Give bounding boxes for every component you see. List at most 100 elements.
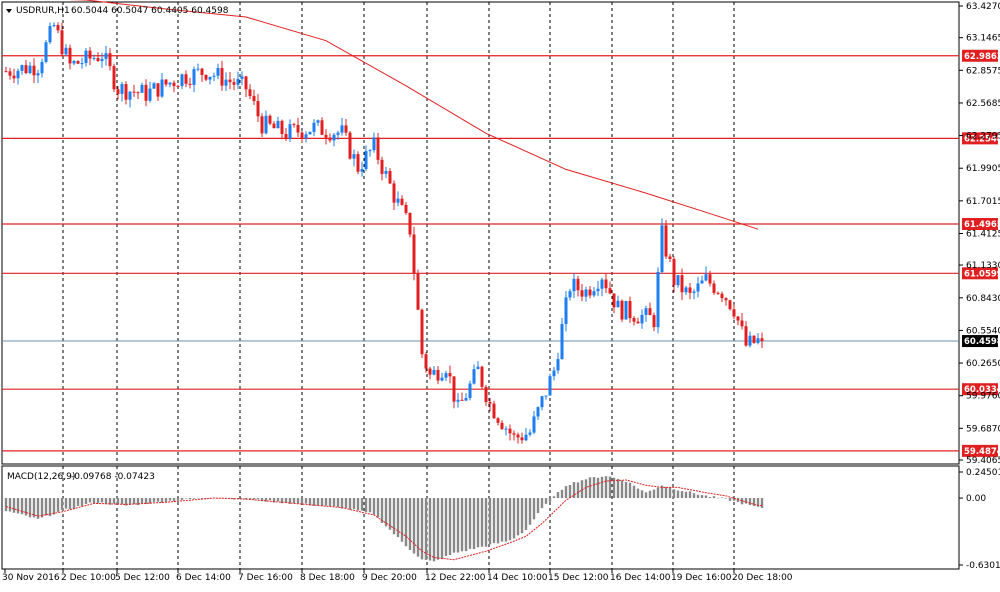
candle-body — [612, 293, 616, 308]
macd-histogram-bar — [684, 491, 688, 499]
candle-body — [196, 68, 200, 70]
macd-histogram-bar — [380, 498, 384, 523]
time-tick-label: 9 Dec 20:00 — [362, 573, 417, 583]
time-tick-label: 8 Dec 18:00 — [300, 573, 355, 583]
macd-histogram-bar — [168, 498, 172, 501]
candle-body — [108, 53, 112, 67]
candle-body — [344, 125, 348, 133]
candle-body — [708, 274, 712, 284]
macd-histogram-bar — [592, 477, 596, 499]
candle-body — [732, 309, 736, 317]
candle-body — [604, 279, 608, 289]
macd-histogram-bar — [708, 497, 712, 499]
macd-histogram-bar — [668, 487, 672, 499]
macd-histogram-bar — [300, 498, 304, 505]
time-tick-label: 15 Dec 12:00 — [548, 573, 609, 583]
candle-body — [648, 308, 652, 316]
candle-body — [132, 91, 136, 93]
macd-histogram-bar — [416, 498, 420, 557]
candle-body — [380, 159, 384, 174]
macd-histogram-bar — [316, 498, 320, 506]
macd-histogram-bar — [192, 498, 196, 499]
candle-body — [156, 83, 160, 97]
macd-histogram-bar — [404, 498, 408, 547]
macd-histogram-bar — [24, 498, 28, 516]
candle-body — [256, 101, 260, 117]
candle-body — [596, 288, 600, 292]
macd-histogram-bar — [632, 485, 636, 499]
macd-histogram-bar — [648, 490, 652, 499]
candle-body — [384, 171, 388, 174]
candle-body — [492, 403, 496, 419]
time-tick-label: 20 Dec 18:00 — [732, 573, 793, 583]
candle-body — [636, 321, 640, 324]
macd-histogram-bar — [724, 498, 728, 499]
macd-histogram-bar — [728, 498, 732, 501]
candle-body — [556, 359, 560, 371]
candle-body — [416, 273, 420, 310]
candle-body — [552, 370, 556, 377]
macd-histogram-bar — [476, 498, 480, 548]
macd-histogram-bar — [320, 498, 324, 507]
price-tick-label: 63.1465 — [966, 34, 1000, 44]
moving-average — [67, 0, 759, 230]
axes: 30 Nov 2016 2 Dec 10:00 5 Dec 12:00 6 Dec 1… — [2, 2, 1000, 583]
macd-histogram-bar — [32, 498, 36, 518]
macd-histogram-bar — [688, 491, 692, 499]
macd-histogram-bar — [288, 498, 292, 504]
price-panel-frame — [1, 1, 960, 465]
macd-histogram-bar — [496, 498, 500, 544]
macd-histogram-bar — [732, 498, 736, 501]
macd-histogram-bar — [448, 498, 452, 555]
candle-body — [752, 335, 756, 343]
candle-body — [52, 25, 56, 27]
candle-body — [620, 300, 624, 320]
macd-histogram-bar — [620, 480, 624, 499]
candle-body — [164, 79, 168, 85]
price-tick-label: 59.9760 — [966, 392, 1000, 402]
macd-histogram-bar — [352, 498, 356, 510]
candle-body — [532, 416, 536, 433]
collapse-triangle-icon[interactable] — [6, 9, 12, 13]
candle-body — [516, 434, 520, 438]
chart-ohlc: 60.5044 60.5047 60.4405 60.4598 — [71, 6, 229, 16]
candle-body — [440, 377, 444, 381]
macd-histogram-bar — [696, 494, 700, 499]
candle-body — [280, 120, 284, 135]
macd-histogram-bar — [356, 498, 360, 511]
price-level-value: 60.0334 — [964, 385, 1000, 395]
candle-body — [728, 300, 732, 310]
candle-body — [28, 65, 32, 74]
candle-body — [208, 76, 212, 80]
candle-body — [324, 134, 328, 138]
candle-body — [4, 71, 8, 73]
candle-body — [444, 373, 448, 378]
candle-body — [356, 154, 360, 172]
candle-body — [16, 70, 20, 79]
macd-histogram-bar — [672, 489, 676, 499]
macd-histogram-bar — [436, 498, 440, 560]
candle-body — [544, 395, 548, 397]
macd-histogram-bar — [184, 498, 188, 499]
macd-histogram-bar — [264, 498, 268, 502]
candle-body — [292, 124, 296, 126]
price-level-tag — [962, 132, 998, 145]
macd-histogram-bar — [88, 498, 92, 503]
candle-body — [252, 96, 256, 102]
macd-histogram-bar — [84, 498, 88, 505]
candle-body — [328, 137, 332, 141]
macd-histogram-bar — [548, 498, 552, 502]
candle-body — [124, 84, 128, 100]
macd-histogram-bar — [216, 497, 220, 499]
candle-body — [64, 47, 68, 55]
candle-body — [472, 369, 476, 384]
macd-histogram-bar — [152, 498, 156, 502]
candle-body — [688, 287, 692, 293]
candle-body — [332, 134, 336, 141]
candle-body — [136, 92, 140, 94]
candle-body — [408, 212, 412, 235]
candle-body — [336, 132, 340, 135]
candle-body — [340, 125, 344, 133]
